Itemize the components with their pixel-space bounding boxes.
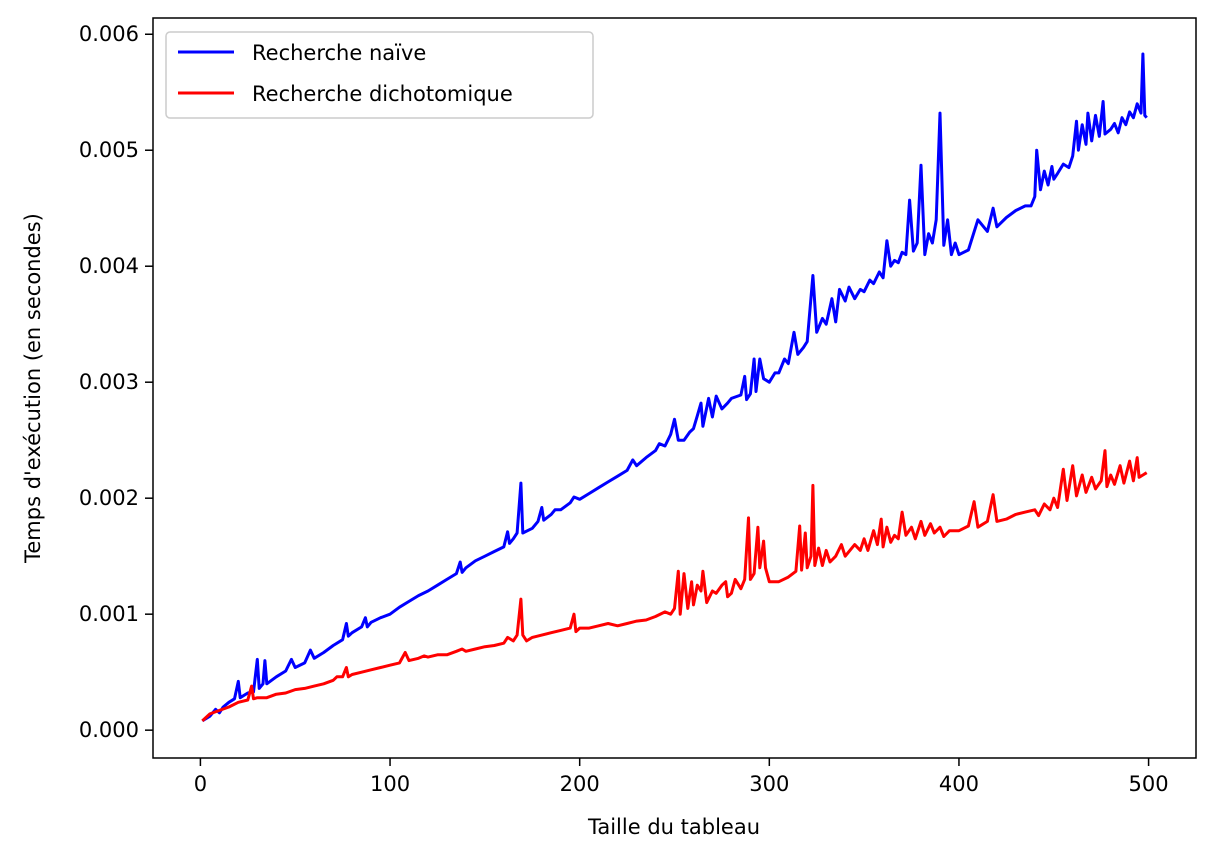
y-tick-label: 0.003 [79,370,139,394]
x-tick-label: 300 [749,772,789,796]
x-axis-label: Taille du tableau [587,815,760,839]
y-tick-label: 0.002 [79,486,139,510]
y-tick-label: 0.004 [79,254,139,278]
y-tick-label: 0.005 [79,138,139,162]
series-layer [201,52,1148,723]
x-tick-label: 400 [939,772,979,796]
y-axis-ticks: 0.000 0.001 0.002 0.003 0.004 0.005 0.006 [79,22,153,742]
x-axis-ticks: 0 100 200 300 400 500 [194,758,1169,796]
legend-label-dichotomique: Recherche dichotomique [252,82,513,106]
y-tick-label: 0.006 [79,22,139,46]
legend-label-naive: Recherche naïve [252,41,426,65]
x-tick-label: 0 [194,772,207,796]
plot-area [152,17,1197,759]
axes-frame [152,17,1197,759]
x-tick-label: 200 [560,772,600,796]
x-tick-label: 500 [1129,772,1169,796]
y-axis-label: Temps d'exécution (en secondes) [21,213,45,564]
y-tick-label: 0.000 [79,718,139,742]
x-tick-label: 100 [370,772,410,796]
y-tick-label: 0.001 [79,602,139,626]
series-line-naive [201,52,1148,723]
series-line-dichotomique [201,449,1148,723]
legend-box [165,31,594,119]
legend: Recherche naïve Recherche dichotomique [165,31,594,119]
